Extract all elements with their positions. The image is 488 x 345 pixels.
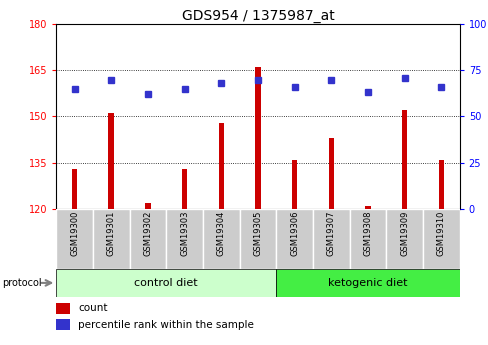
Text: GSM19300: GSM19300 [70,210,79,256]
Bar [56,319,70,330]
Bar [276,209,312,269]
Bar [166,209,203,269]
Bar [72,169,77,209]
Bar [56,303,70,314]
Bar [349,209,386,269]
Bar [328,138,333,209]
Text: count: count [78,303,108,313]
Text: control diet: control diet [134,278,198,288]
Bar [145,203,150,209]
Bar [386,209,422,269]
Text: GSM19303: GSM19303 [180,210,189,256]
Text: GSM19306: GSM19306 [289,210,299,256]
Text: GSM19305: GSM19305 [253,210,262,256]
Bar [129,209,166,269]
Bar [108,114,114,209]
Bar [255,67,260,209]
Bar [182,169,187,209]
Text: ketogenic diet: ketogenic diet [327,278,407,288]
Text: GSM19310: GSM19310 [436,210,445,256]
Text: GSM19308: GSM19308 [363,210,372,256]
Bar [218,122,224,209]
Bar [203,209,239,269]
Bar [312,209,349,269]
Title: GDS954 / 1375987_at: GDS954 / 1375987_at [181,9,334,23]
Text: GSM19309: GSM19309 [399,210,408,256]
Bar [93,209,129,269]
Bar [422,209,459,269]
Bar [291,159,297,209]
Text: GSM19301: GSM19301 [106,210,116,256]
Text: GSM19307: GSM19307 [326,210,335,256]
Bar [56,209,93,269]
Bar [276,269,459,297]
Bar [56,269,276,297]
Bar [365,206,370,209]
Text: percentile rank within the sample: percentile rank within the sample [78,320,254,330]
Text: protocol: protocol [2,278,42,288]
Bar [239,209,276,269]
Text: GSM19304: GSM19304 [216,210,225,256]
Bar [401,110,407,209]
Text: GSM19302: GSM19302 [143,210,152,256]
Bar [438,159,443,209]
